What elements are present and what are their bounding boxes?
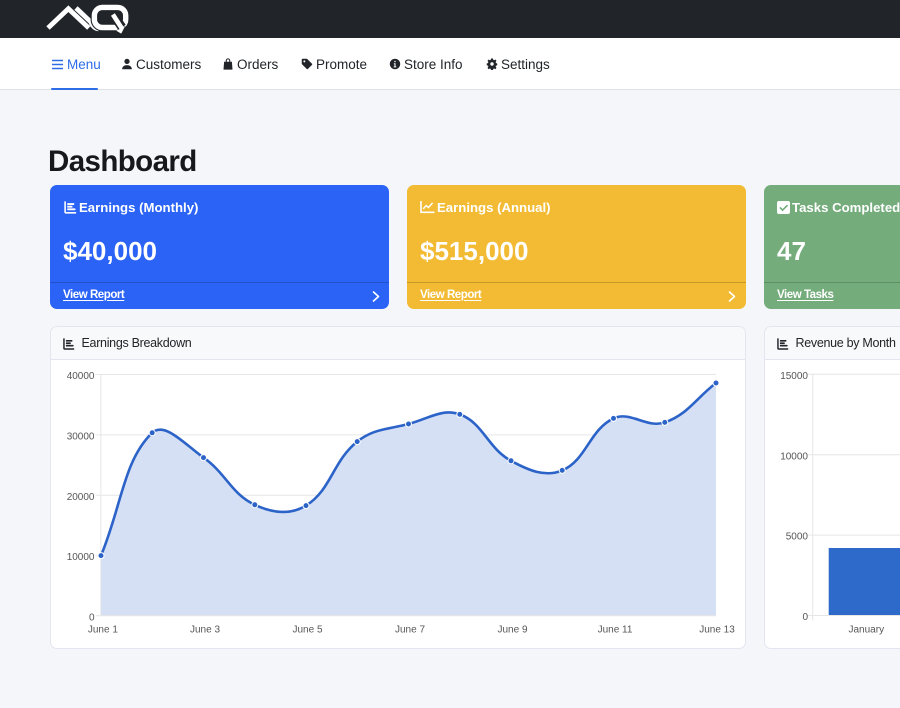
svg-text:June 11: June 11: [598, 625, 633, 636]
svg-text:June 13: June 13: [699, 625, 735, 636]
svg-text:30000: 30000: [67, 432, 95, 443]
svg-text:20000: 20000: [67, 492, 95, 503]
svg-text:June 7: June 7: [395, 625, 425, 636]
svg-text:15000: 15000: [780, 371, 808, 382]
svg-text:10000: 10000: [780, 451, 808, 462]
svg-text:0: 0: [89, 612, 95, 623]
svg-text:January: January: [849, 625, 885, 636]
svg-text:June 5: June 5: [292, 625, 322, 636]
svg-text:June 1: June 1: [88, 625, 118, 636]
svg-text:10000: 10000: [67, 552, 95, 563]
svg-text:0: 0: [802, 612, 808, 623]
svg-text:40000: 40000: [67, 371, 95, 382]
svg-text:June 9: June 9: [497, 625, 527, 636]
svg-text:5000: 5000: [786, 532, 809, 543]
svg-text:June 3: June 3: [190, 625, 220, 636]
